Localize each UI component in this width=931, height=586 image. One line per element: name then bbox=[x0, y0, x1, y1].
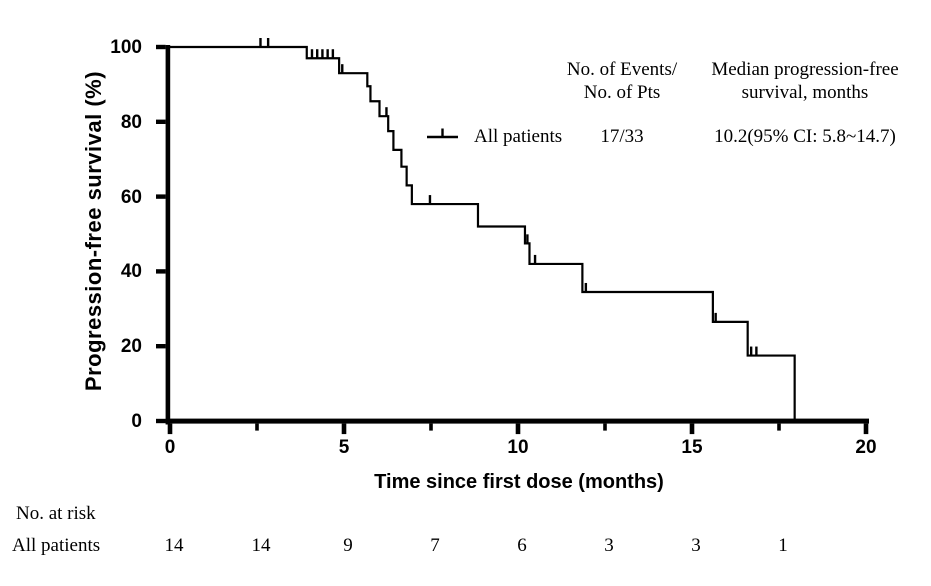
at-risk-count: 6 bbox=[517, 535, 527, 556]
x-axis-major-tick bbox=[167, 423, 173, 435]
at-risk-count: 3 bbox=[604, 535, 614, 556]
y-axis-tick bbox=[156, 269, 166, 274]
censor-tick bbox=[749, 346, 753, 357]
y-axis-tick bbox=[156, 119, 166, 124]
x-axis-minor-tick bbox=[603, 423, 607, 431]
y-axis-tick bbox=[156, 344, 166, 349]
censor-tick bbox=[326, 49, 329, 59]
y-tick-label: 60 bbox=[120, 186, 142, 208]
legend-median-value: 10.2(95% CI: 5.8~14.7) bbox=[714, 126, 896, 147]
x-tick-label: 15 bbox=[681, 437, 703, 458]
y-tick-label: 40 bbox=[120, 261, 142, 283]
x-axis-major-tick bbox=[689, 423, 695, 435]
x-tick-label: 20 bbox=[855, 437, 877, 458]
y-axis-tick bbox=[156, 418, 166, 424]
censor-tick bbox=[266, 38, 270, 48]
censor-tick bbox=[331, 49, 335, 59]
x-tick-label: 5 bbox=[338, 437, 350, 458]
x-axis-minor-tick bbox=[255, 423, 259, 431]
censor-tick bbox=[321, 49, 324, 59]
legend-median-header: Median progression-free survival, months bbox=[697, 58, 913, 104]
at-risk-row-label: All patients bbox=[12, 535, 101, 556]
legend-events-header-line2: No. of Pts bbox=[583, 82, 661, 103]
censor-tick bbox=[526, 234, 529, 244]
y-axis-tick bbox=[156, 194, 166, 199]
censor-tick bbox=[533, 254, 537, 265]
censor-tick bbox=[714, 312, 717, 323]
censor-tick bbox=[259, 38, 262, 48]
y-tick-label: 0 bbox=[131, 411, 142, 432]
legend-median-header-line2: survival, months bbox=[741, 82, 869, 103]
legend-events-header-line1: No. of Events/ bbox=[566, 59, 678, 80]
censor-tick bbox=[310, 49, 314, 59]
legend-median-header-line1: Median progression-free bbox=[711, 59, 899, 80]
censor-tick bbox=[385, 107, 388, 117]
at-risk-title: No. at risk bbox=[16, 503, 96, 524]
y-tick-label: 100 bbox=[110, 37, 142, 58]
legend-events-value: 17/33 bbox=[600, 126, 644, 147]
x-axis-major-tick bbox=[341, 423, 347, 435]
x-axis-minor-tick bbox=[429, 423, 433, 431]
at-risk-count: 3 bbox=[691, 535, 701, 556]
x-axis-major-tick bbox=[515, 423, 521, 435]
legend-series-label: All patients bbox=[474, 126, 563, 147]
y-tick-label: 20 bbox=[120, 336, 142, 358]
censor-tick bbox=[755, 346, 758, 357]
censor-tick bbox=[341, 64, 344, 74]
legend-symbol-censor-tick bbox=[441, 128, 444, 138]
censor-tick bbox=[428, 195, 432, 205]
x-axis-major-tick bbox=[863, 423, 869, 435]
x-axis-line bbox=[165, 418, 870, 424]
legend-events-header: No. of Events/ No. of Pts bbox=[543, 58, 701, 104]
x-axis-title: Time since first dose (months) bbox=[374, 471, 664, 493]
at-risk-count: 9 bbox=[343, 535, 353, 556]
x-tick-label: 10 bbox=[507, 437, 529, 458]
x-axis-minor-tick bbox=[777, 423, 781, 431]
at-risk-count: 14 bbox=[251, 535, 271, 556]
y-axis-line bbox=[165, 45, 171, 425]
at-risk-count: 7 bbox=[430, 535, 440, 556]
censor-tick bbox=[584, 282, 588, 293]
at-risk-count: 14 bbox=[164, 535, 184, 556]
y-tick-label: 80 bbox=[120, 111, 142, 133]
at-risk-count: 1 bbox=[778, 535, 788, 556]
censor-tick bbox=[316, 49, 319, 59]
y-axis-tick bbox=[156, 44, 166, 50]
x-tick-label: 0 bbox=[164, 437, 176, 458]
km-curve-all-patients bbox=[170, 45, 796, 421]
y-axis-title: Progression-free survival (%) bbox=[81, 70, 106, 392]
